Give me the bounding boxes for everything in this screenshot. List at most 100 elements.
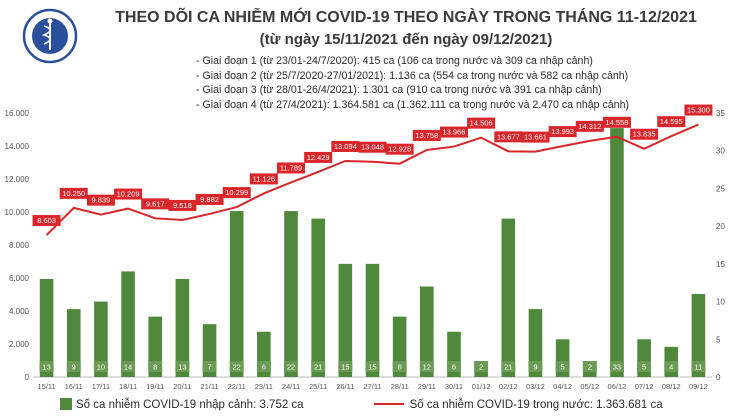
import-bar <box>66 309 81 377</box>
ministry-logo <box>22 8 78 64</box>
import-bar-label: 2 <box>588 363 592 372</box>
import-bar-label: 5 <box>561 363 565 372</box>
import-bar-label-bg <box>419 361 434 372</box>
import-bar-label-bg <box>664 361 679 372</box>
domestic-data-label: 14.558 <box>605 118 628 127</box>
import-bar-label: 7 <box>207 363 211 372</box>
import-bar-label-bg <box>528 361 543 372</box>
domestic-label-bg <box>521 131 550 143</box>
phase-line-4: - Giai đoạn 4 (từ 27/4/2021): 1.364.581 … <box>196 98 629 111</box>
import-bar-label: 4 <box>669 363 673 372</box>
domestic-label-bg <box>168 199 197 211</box>
chart-title: THEO DÕI CA NHIỄM MỚI COVID-19 THEO NGÀY… <box>115 9 697 26</box>
domestic-data-label: 13.661 <box>524 133 547 142</box>
import-bar-label-bg <box>446 361 461 372</box>
domestic-data-label: 13.993 <box>551 127 574 136</box>
import-bar-label-bg <box>338 361 353 372</box>
domestic-label-bg <box>141 198 170 210</box>
domestic-label-bg <box>684 104 713 116</box>
x-tick-label: 01/12 <box>472 382 491 391</box>
import-bar-label: 21 <box>314 363 322 372</box>
import-bar-label-bg <box>582 361 597 372</box>
y-right-tick-label: 25 <box>716 184 725 193</box>
import-bar-label: 6 <box>452 363 456 372</box>
x-tick-label: 18/11 <box>119 382 137 391</box>
x-tick-label: 08/12 <box>662 382 681 391</box>
import-bar-label-bg <box>148 361 163 372</box>
domestic-data-label: 10.299 <box>225 188 248 197</box>
import-bar <box>311 218 325 377</box>
import-bar-label-bg <box>66 361 81 372</box>
y-right-tick-label: 0 <box>716 373 721 382</box>
import-bar <box>420 286 434 377</box>
x-tick-label: 05/12 <box>580 382 599 391</box>
y-left-tick-label: 12.000 <box>5 175 30 184</box>
import-bar <box>284 211 298 377</box>
import-bar-label: 12 <box>423 363 431 372</box>
import-bar-label-bg <box>93 361 108 372</box>
domestic-label-bg <box>114 188 143 200</box>
domestic-data-label: 15.300 <box>687 106 710 115</box>
domestic-label-bg <box>331 140 360 152</box>
import-bar <box>121 271 135 377</box>
import-bar-label-bg <box>256 361 271 372</box>
y-left-tick-label: 14.000 <box>5 142 30 151</box>
y-left-tick-label: 10.000 <box>5 208 30 217</box>
import-bar-label-bg <box>39 361 54 372</box>
domestic-data-label: 14.506 <box>470 119 493 128</box>
domestic-label-bg <box>59 187 88 199</box>
import-bar-label: 9 <box>72 363 76 372</box>
import-bar-label-bg <box>121 361 136 372</box>
x-tick-label: 21/11 <box>200 382 218 391</box>
domestic-label-bg <box>358 141 387 153</box>
import-bar-label: 22 <box>233 363 241 372</box>
domestic-data-label: 13.094 <box>334 142 357 151</box>
x-tick-label: 22/11 <box>228 382 246 391</box>
import-bar-label-bg <box>637 361 652 372</box>
import-bar <box>691 294 706 377</box>
domestic-label-bg <box>222 187 251 199</box>
domestic-data-label: 13.966 <box>443 128 466 137</box>
import-bar-label-bg <box>202 361 217 372</box>
y-right-tick-label: 30 <box>716 147 725 156</box>
y-right-tick-label: 5 <box>716 335 721 344</box>
domestic-label-bg <box>494 131 523 143</box>
y-left-tick-label: 8.000 <box>9 241 30 250</box>
domestic-data-label: 11.789 <box>280 163 302 172</box>
legend-line-label: Số ca nhiễm COVID-19 trong nước: 1.363.6… <box>409 399 663 411</box>
import-bar-label: 9 <box>533 363 537 372</box>
x-tick-label: 30/11 <box>445 382 463 391</box>
import-bar <box>528 309 543 377</box>
domestic-data-label: 11.126 <box>253 174 275 183</box>
import-bar <box>610 128 624 377</box>
x-tick-label: 23/11 <box>255 382 273 391</box>
domestic-line <box>45 123 699 236</box>
import-bar-label: 15 <box>368 363 376 372</box>
domestic-label-bg <box>439 126 468 138</box>
domestic-label-bg <box>575 120 604 132</box>
import-bar <box>94 301 108 377</box>
domestic-label-bg <box>412 129 441 141</box>
import-bar-label: 13 <box>178 363 186 372</box>
domestic-data-label: 10.209 <box>117 190 140 199</box>
x-tick-label: 20/11 <box>173 382 191 391</box>
y-right-tick-label: 15 <box>716 260 725 269</box>
y-left-tick-label: 6.000 <box>9 274 30 283</box>
x-tick-label: 17/11 <box>92 382 110 391</box>
import-bar-label-bg <box>609 361 624 372</box>
x-tick-label: 15/11 <box>37 382 55 391</box>
import-bar-label: 2 <box>479 363 483 372</box>
import-bar-label-bg <box>284 361 299 372</box>
x-tick-label: 03/12 <box>526 382 545 391</box>
domestic-data-label: 9.617 <box>146 199 165 208</box>
import-bar-label: 15 <box>341 363 349 372</box>
domestic-data-label: 14.312 <box>578 122 601 131</box>
import-bar-label-bg <box>691 361 706 372</box>
x-tick-label: 26/11 <box>336 382 354 391</box>
y-left-tick-label: 0 <box>25 373 30 382</box>
import-bar-label: 6 <box>262 363 266 372</box>
domestic-label-bg <box>86 194 115 206</box>
import-bar-label-bg <box>175 361 190 372</box>
domestic-data-label: 9.518 <box>173 201 192 210</box>
